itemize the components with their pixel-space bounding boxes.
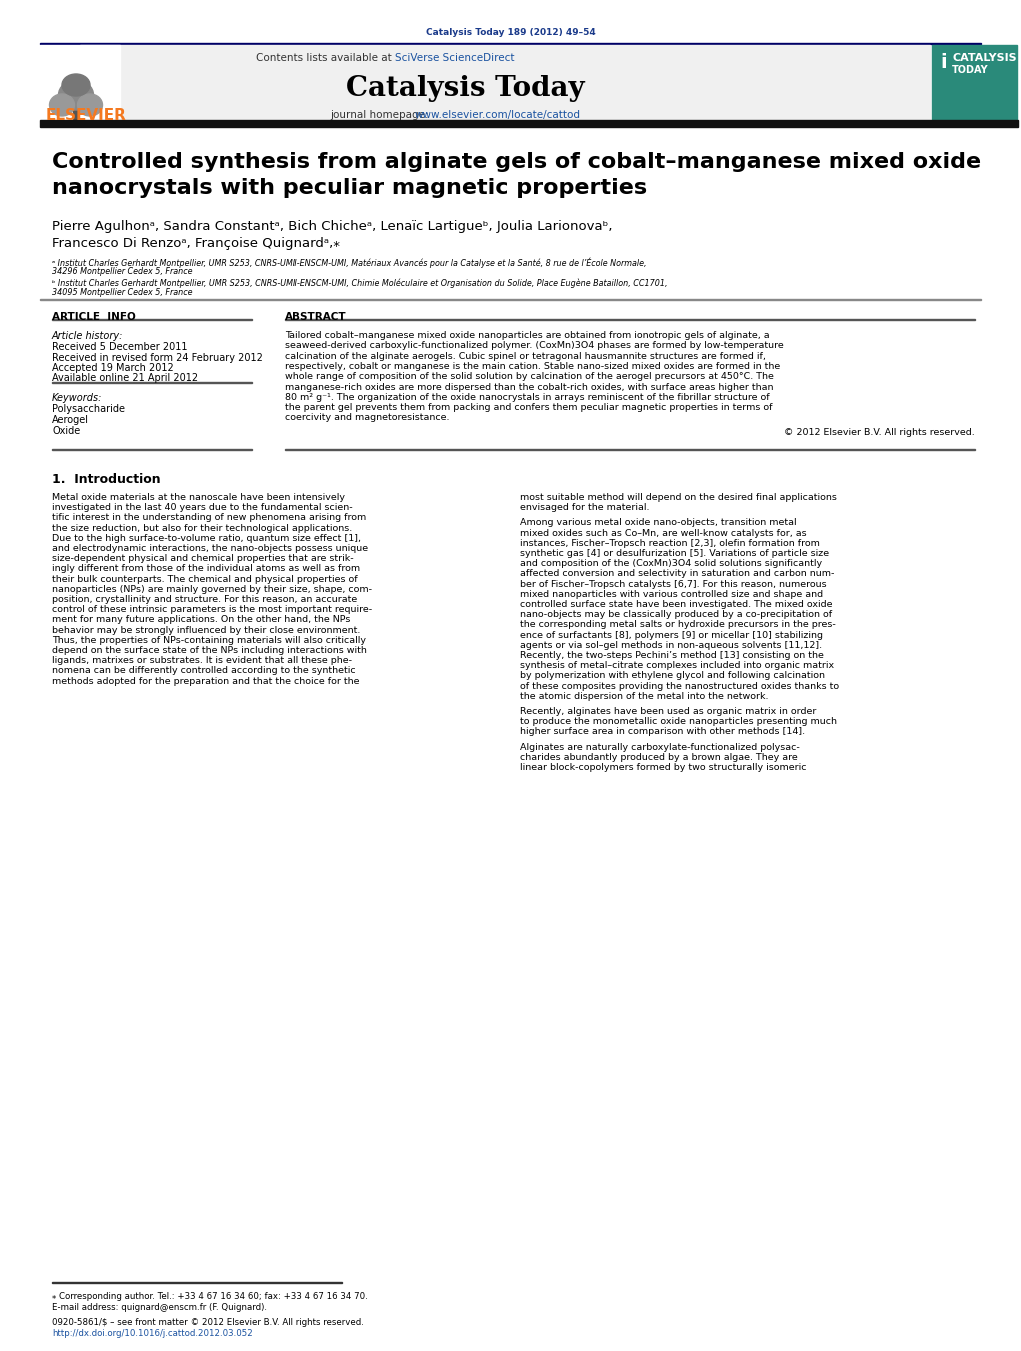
Text: 0920-5861/$ – see front matter © 2012 Elsevier B.V. All rights reserved.: 0920-5861/$ – see front matter © 2012 El… — [52, 1319, 363, 1327]
Text: respectively, cobalt or manganese is the main cation. Stable nano-sized mixed ox: respectively, cobalt or manganese is the… — [285, 362, 780, 372]
Text: size-dependent physical and chemical properties that are strik-: size-dependent physical and chemical pro… — [52, 554, 353, 563]
Text: investigated in the last 40 years due to the fundamental scien-: investigated in the last 40 years due to… — [52, 503, 352, 512]
Bar — [40, 120, 1018, 127]
Text: i: i — [940, 53, 946, 72]
Text: mixed oxides such as Co–Mn, are well-know catalysts for, as: mixed oxides such as Co–Mn, are well-kno… — [520, 528, 807, 538]
Text: instances, Fischer–Tropsch reaction [2,3], olefin formation from: instances, Fischer–Tropsch reaction [2,3… — [520, 539, 820, 547]
Text: to produce the monometallic oxide nanoparticles presenting much: to produce the monometallic oxide nanopa… — [520, 717, 837, 727]
Text: the parent gel prevents them from packing and confers them peculiar magnetic pro: the parent gel prevents them from packin… — [285, 403, 773, 412]
Text: Aerogel: Aerogel — [52, 415, 89, 426]
Bar — [932, 45, 1017, 126]
Text: of these composites providing the nanostructured oxides thanks to: of these composites providing the nanost… — [520, 682, 839, 690]
Text: 34095 Montpellier Cedex 5, France: 34095 Montpellier Cedex 5, France — [52, 288, 193, 297]
Text: ment for many future applications. On the other hand, the NPs: ment for many future applications. On th… — [52, 616, 350, 624]
Text: 80 m² g⁻¹. The organization of the oxide nanocrystals in arrays reminiscent of t: 80 m² g⁻¹. The organization of the oxide… — [285, 393, 770, 401]
Text: Available online 21 April 2012: Available online 21 April 2012 — [52, 373, 198, 382]
Text: charides abundantly produced by a brown algae. They are: charides abundantly produced by a brown … — [520, 753, 797, 762]
Text: the atomic dispersion of the metal into the network.: the atomic dispersion of the metal into … — [520, 692, 769, 701]
Text: ligands, matrixes or substrates. It is evident that all these phe-: ligands, matrixes or substrates. It is e… — [52, 657, 352, 665]
Text: agents or via sol–gel methods in non-aqueous solvents [11,12].: agents or via sol–gel methods in non-aqu… — [520, 640, 822, 650]
Text: journal homepage:: journal homepage: — [330, 109, 432, 120]
Text: nano-objects may be classically produced by a co-precipitation of: nano-objects may be classically produced… — [520, 611, 832, 619]
Text: synthesis of metal–citrate complexes included into organic matrix: synthesis of metal–citrate complexes inc… — [520, 661, 834, 670]
Text: envisaged for the material.: envisaged for the material. — [520, 503, 649, 512]
Text: ᵃ Institut Charles Gerhardt Montpellier, UMR S253, CNRS-UMⅡ-ENSCM-UMⅠ, Matériaux: ᵃ Institut Charles Gerhardt Montpellier,… — [52, 257, 646, 267]
Text: Thus, the properties of NPs-containing materials will also critically: Thus, the properties of NPs-containing m… — [52, 636, 366, 644]
Text: ᵇ Institut Charles Gerhardt Montpellier, UMR S253, CNRS-UMⅡ-ENSCM-UMⅠ, Chimie Mo: ᵇ Institut Charles Gerhardt Montpellier,… — [52, 278, 668, 288]
Text: coercivity and magnetoresistance.: coercivity and magnetoresistance. — [285, 413, 449, 423]
Text: their bulk counterparts. The chemical and physical properties of: their bulk counterparts. The chemical an… — [52, 574, 357, 584]
Text: Received 5 December 2011: Received 5 December 2011 — [52, 342, 188, 353]
Text: SciVerse ScienceDirect: SciVerse ScienceDirect — [395, 53, 515, 63]
Ellipse shape — [49, 95, 75, 116]
Text: Alginates are naturally carboxylate-functionalized polysac-: Alginates are naturally carboxylate-func… — [520, 743, 799, 751]
Text: nomena can be differently controlled according to the synthetic: nomena can be differently controlled acc… — [52, 666, 355, 676]
Text: Received in revised form 24 February 2012: Received in revised form 24 February 201… — [52, 353, 262, 363]
Text: the size reduction, but also for their technological applications.: the size reduction, but also for their t… — [52, 524, 352, 532]
Text: Tailored cobalt–manganese mixed oxide nanoparticles are obtained from ionotropic: Tailored cobalt–manganese mixed oxide na… — [285, 331, 770, 340]
Text: Francesco Di Renzoᵃ, Françoise Quignardᵃ,⁎: Francesco Di Renzoᵃ, Françoise Quignardᵃ… — [52, 236, 340, 250]
Bar — [40, 42, 981, 45]
Text: E-mail address: quignard@enscm.fr (F. Quignard).: E-mail address: quignard@enscm.fr (F. Qu… — [52, 1302, 268, 1312]
Text: Metal oxide materials at the nanoscale have been intensively: Metal oxide materials at the nanoscale h… — [52, 493, 345, 503]
Text: and composition of the (CoxMn)3O4 solid solutions significantly: and composition of the (CoxMn)3O4 solid … — [520, 559, 822, 569]
Bar — [80, 45, 930, 126]
Text: ELSEVIER: ELSEVIER — [46, 108, 127, 123]
Text: Catalysis Today: Catalysis Today — [346, 76, 584, 101]
Text: TODAY: TODAY — [952, 65, 988, 76]
Text: Polysaccharide: Polysaccharide — [52, 404, 125, 413]
Text: synthetic gas [4] or desulfurization [5]. Variations of particle size: synthetic gas [4] or desulfurization [5]… — [520, 549, 829, 558]
Text: Recently, the two-steps Pechini’s method [13] consisting on the: Recently, the two-steps Pechini’s method… — [520, 651, 824, 661]
Text: Oxide: Oxide — [52, 426, 81, 436]
Text: control of these intrinsic parameters is the most important require-: control of these intrinsic parameters is… — [52, 605, 372, 615]
Text: Article history:: Article history: — [52, 331, 124, 340]
Text: 34296 Montpellier Cedex 5, France: 34296 Montpellier Cedex 5, France — [52, 267, 193, 276]
Text: © 2012 Elsevier B.V. All rights reserved.: © 2012 Elsevier B.V. All rights reserved… — [784, 428, 975, 436]
Text: whole range of composition of the solid solution by calcination of the aerogel p: whole range of composition of the solid … — [285, 372, 774, 381]
Text: behavior may be strongly influenced by their close environment.: behavior may be strongly influenced by t… — [52, 626, 360, 635]
Text: by polymerization with ethylene glycol and following calcination: by polymerization with ethylene glycol a… — [520, 671, 825, 681]
Text: Contents lists available at: Contents lists available at — [256, 53, 395, 63]
Bar — [72, 101, 78, 122]
Text: nanoparticles (NPs) are mainly governed by their size, shape, com-: nanoparticles (NPs) are mainly governed … — [52, 585, 372, 594]
Text: most suitable method will depend on the desired final applications: most suitable method will depend on the … — [520, 493, 837, 503]
Text: www.elsevier.com/locate/cattod: www.elsevier.com/locate/cattod — [415, 109, 581, 120]
Text: ence of surfactants [8], polymers [9] or micellar [10] stabilizing: ence of surfactants [8], polymers [9] or… — [520, 631, 823, 639]
Text: Among various metal oxide nano-objects, transition metal: Among various metal oxide nano-objects, … — [520, 519, 796, 527]
Text: tific interest in the understanding of new phenomena arising from: tific interest in the understanding of n… — [52, 513, 367, 523]
Text: Catalysis Today 189 (2012) 49–54: Catalysis Today 189 (2012) 49–54 — [426, 28, 596, 36]
Text: Keywords:: Keywords: — [52, 393, 102, 403]
Text: ARTICLE  INFO: ARTICLE INFO — [52, 312, 136, 322]
Text: ingly different from those of the individual atoms as well as from: ingly different from those of the indivi… — [52, 565, 360, 573]
Text: mixed nanoparticles with various controlled size and shape and: mixed nanoparticles with various control… — [520, 590, 823, 598]
Text: Due to the high surface-to-volume ratio, quantum size effect [1],: Due to the high surface-to-volume ratio,… — [52, 534, 361, 543]
Text: ber of Fischer–Tropsch catalysts [6,7]. For this reason, numerous: ber of Fischer–Tropsch catalysts [6,7]. … — [520, 580, 827, 589]
Ellipse shape — [58, 80, 94, 109]
Text: higher surface area in comparison with other methods [14].: higher surface area in comparison with o… — [520, 727, 806, 736]
Text: 1.  Introduction: 1. Introduction — [52, 473, 160, 486]
Text: Accepted 19 March 2012: Accepted 19 March 2012 — [52, 363, 174, 373]
Text: Pierre Agulhonᵃ, Sandra Constantᵃ, Bich Chicheᵃ, Lenaïc Lartigueᵇ, Joulia Larion: Pierre Agulhonᵃ, Sandra Constantᵃ, Bich … — [52, 220, 613, 232]
Text: position, crystallinity and structure. For this reason, an accurate: position, crystallinity and structure. F… — [52, 594, 357, 604]
Text: methods adopted for the preparation and that the choice for the: methods adopted for the preparation and … — [52, 677, 359, 685]
Text: and electrodynamic interactions, the nano-objects possess unique: and electrodynamic interactions, the nan… — [52, 544, 369, 553]
Text: seaweed-derived carboxylic-functionalized polymer. (CoxMn)3O4 phases are formed : seaweed-derived carboxylic-functionalize… — [285, 342, 784, 350]
Text: controlled surface state have been investigated. The mixed oxide: controlled surface state have been inves… — [520, 600, 832, 609]
Text: affected conversion and selectivity in saturation and carbon num-: affected conversion and selectivity in s… — [520, 569, 834, 578]
Text: Controlled synthesis from alginate gels of cobalt–manganese mixed oxide
nanocrys: Controlled synthesis from alginate gels … — [52, 153, 981, 197]
Ellipse shape — [78, 95, 102, 116]
Ellipse shape — [62, 74, 90, 96]
Text: Recently, alginates have been used as organic matrix in order: Recently, alginates have been used as or… — [520, 707, 817, 716]
Text: linear block-copolymers formed by two structurally isomeric: linear block-copolymers formed by two st… — [520, 763, 807, 771]
Text: ABSTRACT: ABSTRACT — [285, 312, 346, 322]
Text: manganese-rich oxides are more dispersed than the cobalt-rich oxides, with surfa: manganese-rich oxides are more dispersed… — [285, 382, 774, 392]
Text: http://dx.doi.org/10.1016/j.cattod.2012.03.052: http://dx.doi.org/10.1016/j.cattod.2012.… — [52, 1329, 253, 1337]
Text: ⁎ Corresponding author. Tel.: +33 4 67 16 34 60; fax: +33 4 67 16 34 70.: ⁎ Corresponding author. Tel.: +33 4 67 1… — [52, 1292, 368, 1301]
Text: calcination of the alginate aerogels. Cubic spinel or tetragonal hausmannite str: calcination of the alginate aerogels. Cu… — [285, 351, 766, 361]
Text: depend on the surface state of the NPs including interactions with: depend on the surface state of the NPs i… — [52, 646, 367, 655]
Text: CATALYSIS: CATALYSIS — [952, 53, 1017, 63]
Bar — [40, 45, 120, 126]
Text: the corresponding metal salts or hydroxide precursors in the pres-: the corresponding metal salts or hydroxi… — [520, 620, 836, 630]
